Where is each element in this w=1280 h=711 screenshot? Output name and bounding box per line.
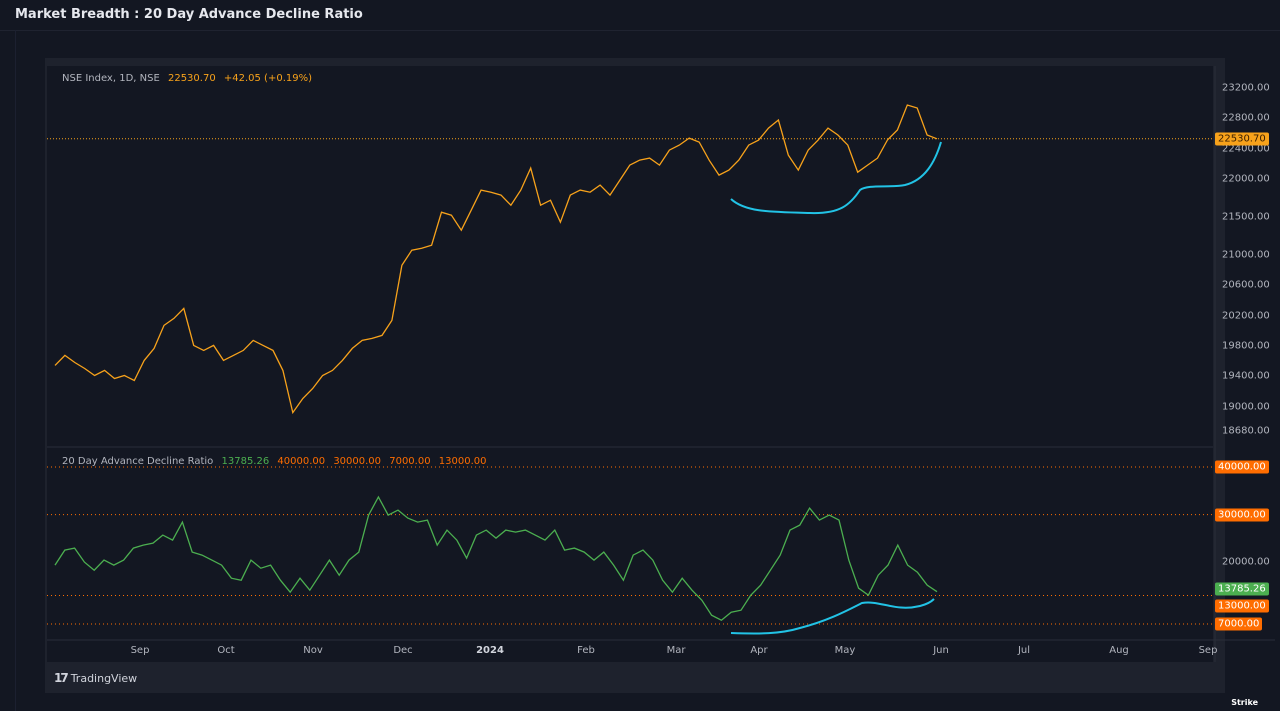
time-axis-label: Oct xyxy=(217,645,235,656)
time-axis-label: Nov xyxy=(303,645,323,656)
time-axis-label: Dec xyxy=(393,645,413,656)
price-legend-change: +42.05 (+0.19%) xyxy=(223,73,313,84)
price-axis-tick: 23200.00 xyxy=(1222,82,1270,94)
price-axis-tick: 22400.00 xyxy=(1222,143,1270,155)
breadth-legend-level: 7000.00 xyxy=(389,456,431,467)
price-last-badge: 22530.70 xyxy=(1215,132,1269,146)
level-badge: 30000.00 xyxy=(1215,508,1269,522)
price-axis-tick: 20200.00 xyxy=(1222,310,1270,322)
level-badge: 7000.00 xyxy=(1215,617,1263,631)
time-axis-label: Jul xyxy=(1017,645,1031,656)
time-axis-label: Aug xyxy=(1109,645,1129,656)
breadth-legend-level: 40000.00 xyxy=(277,456,326,467)
price-axis-tick: 19000.00 xyxy=(1222,401,1270,413)
divider xyxy=(0,30,1280,31)
breadth-legend-level: 30000.00 xyxy=(333,456,382,467)
breadth-axis-tick: 20000.00 xyxy=(1222,556,1270,568)
level-badge: 13000.00 xyxy=(1215,599,1269,613)
price-axis-tick: 22000.00 xyxy=(1222,173,1270,185)
breadth-legend: 20 Day Advance Decline Ratio 13785.26 40… xyxy=(62,456,491,467)
price-axis-tick: 20600.00 xyxy=(1222,279,1270,291)
time-axis-label: Sep xyxy=(1198,645,1218,656)
price-legend-symbol: NSE Index, 1D, NSE xyxy=(62,73,160,84)
breadth-line[interactable] xyxy=(54,495,938,621)
time-axis-label: 2024 xyxy=(476,645,504,656)
breadth-last-badge: 13785.26 xyxy=(1215,582,1269,596)
price-axis-tick: 22800.00 xyxy=(1222,112,1270,124)
time-axis-label: Mar xyxy=(666,645,686,656)
tradingview-logo[interactable]: 17 TradingView xyxy=(54,671,137,685)
watermark: Strike xyxy=(1231,698,1258,707)
price-trend-drawing[interactable] xyxy=(730,141,942,215)
price-axis-tick: 19400.00 xyxy=(1222,370,1270,382)
chart-title: Market Breadth : 20 Day Advance Decline … xyxy=(15,7,363,22)
breadth-legend-level: 13000.00 xyxy=(438,456,487,467)
price-axis-tick: 18680.00 xyxy=(1222,425,1270,437)
level-badge: 40000.00 xyxy=(1215,460,1269,474)
price-axis-tick: 19800.00 xyxy=(1222,340,1270,352)
breadth-legend-last: 13785.26 xyxy=(221,456,270,467)
time-axis-label: May xyxy=(834,645,856,656)
tradingview-logo-text: TradingView xyxy=(70,671,138,685)
price-legend: NSE Index, 1D, NSE 22530.70 +42.05 (+0.1… xyxy=(62,73,317,84)
tradingview-logo-icon: 17 xyxy=(54,671,69,685)
time-axis-label: Apr xyxy=(750,645,768,656)
time-axis-label: Jun xyxy=(933,645,949,656)
breadth-legend-name: 20 Day Advance Decline Ratio xyxy=(62,456,214,467)
price-line[interactable] xyxy=(54,104,938,415)
time-axis-label: Sep xyxy=(130,645,150,656)
divider xyxy=(15,30,16,711)
breadth-trend-drawing[interactable] xyxy=(730,598,935,635)
price-legend-last: 22530.70 xyxy=(167,73,216,84)
price-axis-tick: 21500.00 xyxy=(1222,211,1270,223)
price-axis-tick: 21000.00 xyxy=(1222,249,1270,261)
time-axis-label: Feb xyxy=(577,645,595,656)
